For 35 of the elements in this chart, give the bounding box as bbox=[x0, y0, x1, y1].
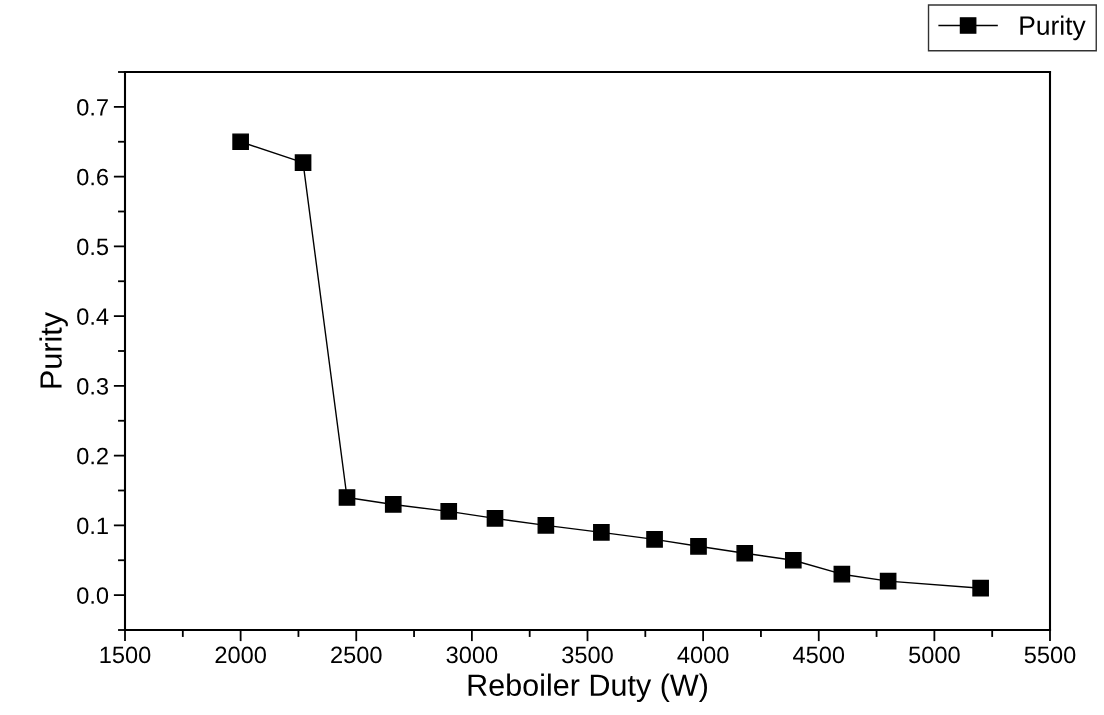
point bbox=[736, 544, 754, 562]
y-tick-label: 0.0 bbox=[77, 587, 109, 604]
point bbox=[440, 503, 458, 520]
x-tick-label: 2500 bbox=[331, 646, 382, 664]
legend-label: Purity bbox=[1020, 15, 1086, 41]
point bbox=[784, 551, 802, 569]
point bbox=[833, 565, 851, 583]
y-tick-label: 0.2 bbox=[77, 447, 108, 465]
point bbox=[593, 524, 610, 541]
point bbox=[232, 133, 249, 151]
y-tick-label: 0.1 bbox=[77, 517, 108, 535]
x-axis-title: Reboiler Duty (W) bbox=[468, 673, 707, 703]
y-tick-label: 0.6 bbox=[77, 168, 108, 186]
point bbox=[384, 496, 402, 513]
y-tick-label: 0.7 bbox=[77, 98, 108, 116]
x-tick-label: 1500 bbox=[100, 646, 151, 664]
point bbox=[690, 537, 707, 555]
y-tick-label: 0.4 bbox=[77, 308, 109, 325]
point bbox=[486, 510, 504, 527]
x-tick-label: 5000 bbox=[909, 646, 960, 664]
y-axis-title: Purity bbox=[39, 312, 68, 388]
point bbox=[294, 154, 312, 172]
y-tick-label: 0.3 bbox=[77, 377, 108, 395]
x-tick-label: 3500 bbox=[562, 646, 613, 664]
x-tick-label: 4500 bbox=[793, 646, 845, 664]
point bbox=[537, 517, 555, 534]
point bbox=[879, 572, 897, 590]
point bbox=[646, 530, 663, 548]
x-tick-label: 4000 bbox=[677, 646, 729, 664]
x-tick-label: 5500 bbox=[1024, 646, 1076, 664]
x-tick-label: 2000 bbox=[215, 646, 266, 664]
x-tick-label: 3000 bbox=[446, 646, 498, 664]
point bbox=[972, 579, 989, 597]
point bbox=[338, 489, 356, 506]
y-tick-label: 0.5 bbox=[77, 238, 109, 256]
